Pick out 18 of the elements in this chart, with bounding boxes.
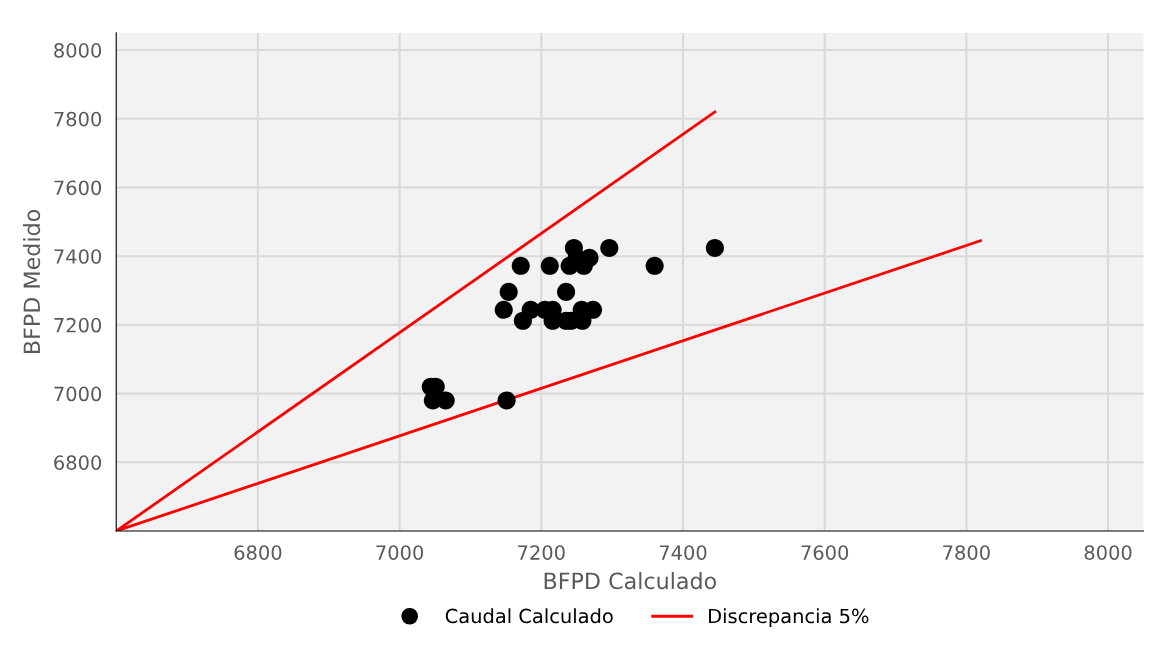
x-tick-label: 7400 xyxy=(659,545,707,560)
y-tick-label: 7600 xyxy=(54,180,102,196)
y-axis-title: BFPD Medido xyxy=(23,209,41,353)
y-tick-label: 6800 xyxy=(54,455,102,470)
x-tick-label: 6800 xyxy=(234,545,282,560)
x-tick-label: 7200 xyxy=(518,545,565,560)
x-tick-label: 8000 xyxy=(1084,545,1132,560)
legend-label: Discrepancia 5% xyxy=(709,608,869,628)
y-tick-label: 7800 xyxy=(54,111,102,127)
x-tick-label: 7000 xyxy=(376,545,424,560)
x-tick-label: 7600 xyxy=(801,545,849,560)
y-tick-label: 7200 xyxy=(54,317,102,333)
y-tick-label: 8000 xyxy=(54,43,102,58)
y-tick-label: 7000 xyxy=(54,386,102,402)
x-axis-title: BFPD Calculado xyxy=(544,572,716,590)
x-tick-label: 7800 xyxy=(943,545,990,560)
legend-label: Caudal Calculado xyxy=(445,608,613,624)
y-tick-label: 7400 xyxy=(54,249,102,264)
